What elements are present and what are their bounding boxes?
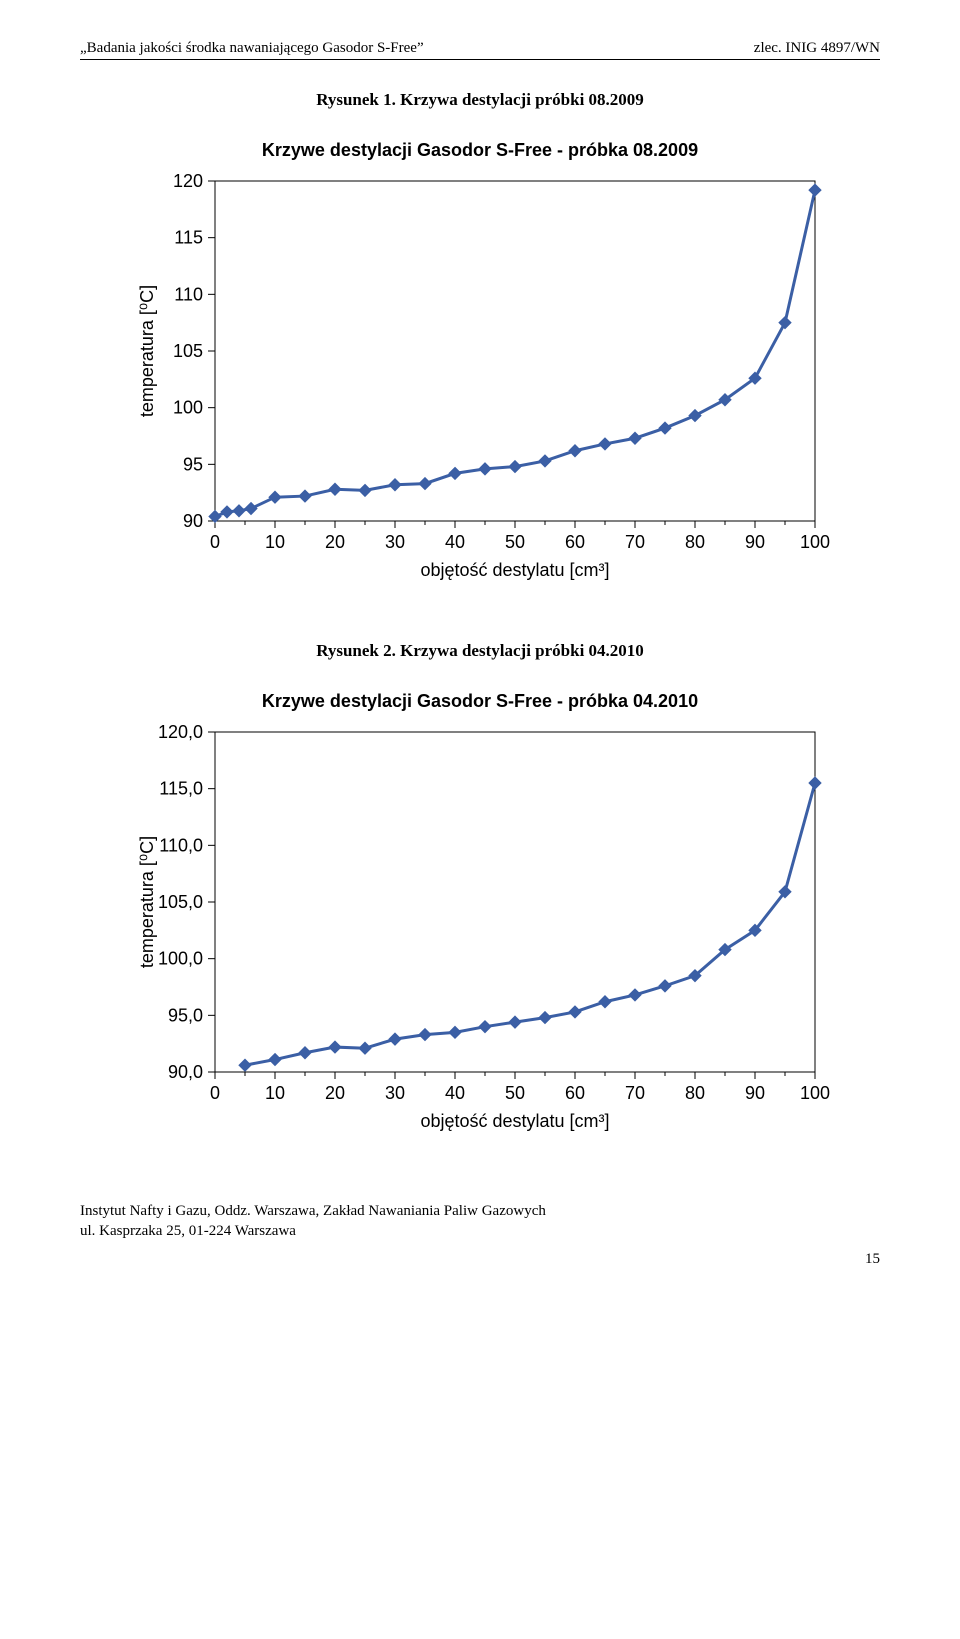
svg-text:20: 20 [325,1083,345,1103]
footer-line1: Instytut Nafty i Gazu, Oddz. Warszawa, Z… [80,1202,880,1222]
svg-text:0: 0 [210,1083,220,1103]
svg-text:100: 100 [800,532,830,552]
svg-text:100: 100 [173,398,203,418]
figure1-caption: Rysunek 1. Krzywa destylacji próbki 08.2… [80,90,880,110]
svg-text:120: 120 [173,171,203,191]
svg-text:110,0: 110,0 [159,835,203,855]
svg-text:80: 80 [685,532,705,552]
svg-text:70: 70 [625,532,645,552]
svg-text:100: 100 [800,1083,830,1103]
svg-text:0: 0 [210,532,220,552]
svg-text:temperatura [⁰C]: temperatura [⁰C] [137,285,157,417]
svg-text:objętość destylatu [cm³]: objętość destylatu [cm³] [420,560,609,580]
svg-text:115,0: 115,0 [159,779,203,799]
svg-text:105: 105 [173,341,203,361]
svg-text:40: 40 [445,532,465,552]
page-footer: Instytut Nafty i Gazu, Oddz. Warszawa, Z… [80,1202,880,1241]
svg-text:10: 10 [265,532,285,552]
svg-text:90: 90 [183,511,203,531]
header-left: „Badania jakości środka nawaniającego Ga… [80,40,424,57]
figure1-chart-title: Krzywe destylacji Gasodor S-Free - próbk… [130,140,830,161]
svg-text:10: 10 [265,1083,285,1103]
svg-text:50: 50 [505,1083,525,1103]
svg-text:100,0: 100,0 [158,949,203,969]
figure2-caption: Rysunek 2. Krzywa destylacji próbki 04.2… [80,641,880,661]
header-right: zlec. INIG 4897/WN [754,40,880,57]
svg-text:95,0: 95,0 [168,1005,203,1025]
header-rule [80,59,880,60]
svg-text:90: 90 [745,532,765,552]
svg-text:40: 40 [445,1083,465,1103]
svg-text:80: 80 [685,1083,705,1103]
svg-text:30: 30 [385,532,405,552]
page-number: 15 [80,1251,880,1268]
svg-text:60: 60 [565,1083,585,1103]
svg-text:120,0: 120,0 [158,722,203,742]
svg-text:90: 90 [745,1083,765,1103]
svg-text:70: 70 [625,1083,645,1103]
figure2-chart-block: Krzywe destylacji Gasodor S-Free - próbk… [130,691,830,1142]
figure1-chart-svg: 0 10 20 30 40 50 60 70 80 90 100 90 95 100 105 110 115 12… [130,171,830,591]
svg-text:105,0: 105,0 [158,892,203,912]
svg-text:50: 50 [505,532,525,552]
svg-text:115: 115 [174,228,203,248]
page-header: „Badania jakości środka nawaniającego Ga… [80,40,880,57]
figure2-chart-svg: 0 10 20 30 40 50 60 70 80 90 100 90,0 95,0 100,0 105,0… [130,722,830,1142]
footer-line2: ul. Kasprzaka 25, 01-224 Warszawa [80,1222,880,1242]
svg-text:objętość destylatu [cm³]: objętość destylatu [cm³] [420,1111,609,1131]
svg-text:60: 60 [565,532,585,552]
figure1-chart-block: Krzywe destylacji Gasodor S-Free - próbk… [130,140,830,591]
svg-text:30: 30 [385,1083,405,1103]
svg-text:temperatura [⁰C]: temperatura [⁰C] [137,836,157,968]
figure2-chart-title: Krzywe destylacji Gasodor S-Free - próbk… [130,691,830,712]
svg-text:95: 95 [183,454,203,474]
svg-text:20: 20 [325,532,345,552]
svg-text:90,0: 90,0 [168,1062,203,1082]
svg-text:110: 110 [174,284,203,304]
